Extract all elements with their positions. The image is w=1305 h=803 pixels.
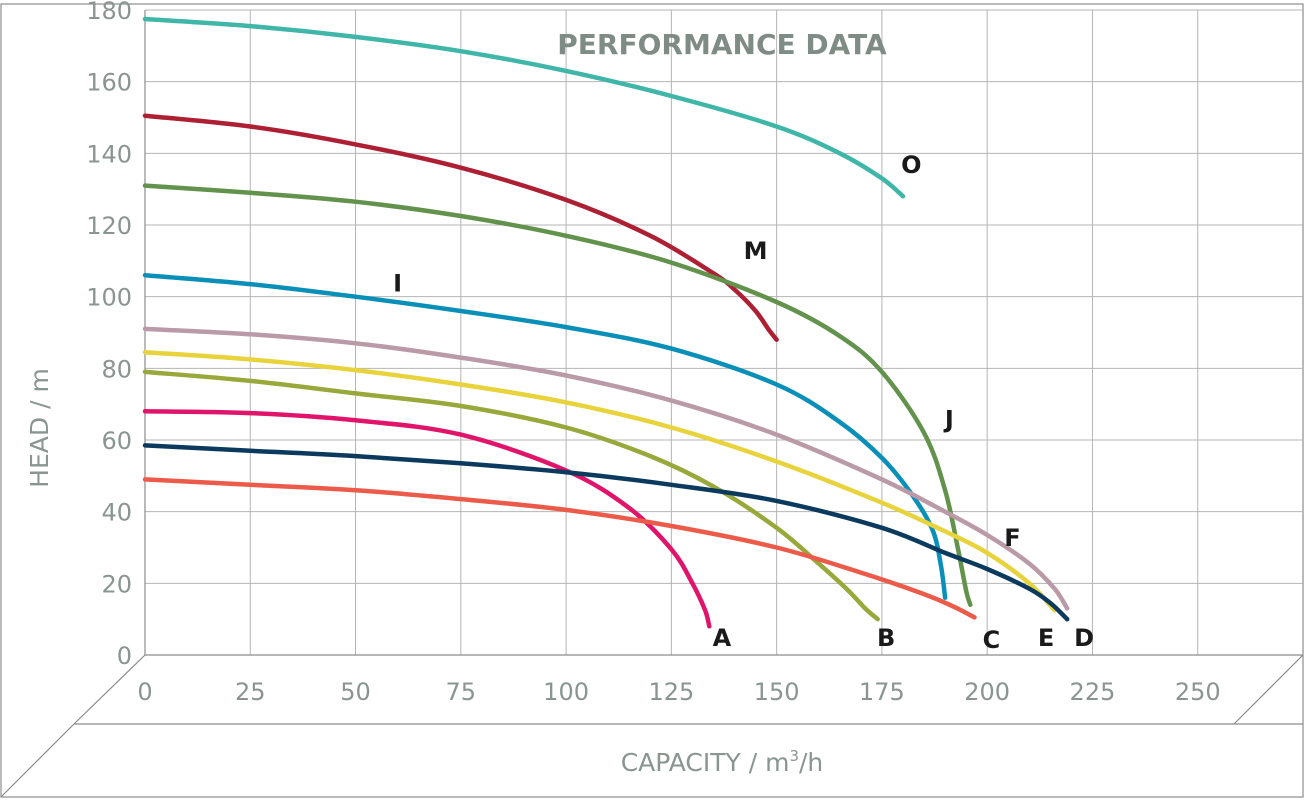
series-curve-D (142, 443, 1070, 622)
x-tick-label: 0 (137, 678, 152, 706)
y-tick-label: 120 (86, 212, 132, 240)
y-tick-label: 180 (86, 0, 132, 25)
corner-diagonal (0, 723, 75, 798)
series-label-I: I (393, 269, 402, 297)
y-tick-label: 0 (117, 642, 132, 670)
series-label-D: D (1074, 624, 1094, 652)
x-axis-title-tail: /h (799, 748, 823, 777)
x-tick-label: 200 (964, 678, 1010, 706)
chart-title: PERFORMANCE DATA (557, 28, 887, 61)
x-tick-label: 100 (543, 678, 589, 706)
y-tick-label: 60 (101, 427, 132, 455)
outer-frame (0, 3, 1304, 798)
y-axis-title: HEAD / m (25, 368, 54, 488)
x-tick-label: 50 (340, 678, 371, 706)
series-label-J: J (943, 406, 954, 434)
series-curve-I (142, 272, 948, 600)
x-axis-title: CAPACITY / m3/h (621, 747, 824, 777)
series-curve-M (142, 113, 779, 342)
series-curve-J (142, 183, 973, 608)
series-label-A: A (713, 624, 732, 652)
x-tick-label: 125 (648, 678, 694, 706)
series-curve-F (142, 326, 1070, 611)
series-label-M: M (744, 237, 768, 265)
y-tick-label: 40 (101, 499, 132, 527)
series-curve-C (142, 477, 977, 620)
x-tick-label: 25 (235, 678, 266, 706)
y-tick-label: 80 (101, 355, 132, 383)
tick-labels: 0 25 50 75 100 125 150 175 200 225 250 0 20 40 60 80 100… (86, 0, 1220, 706)
curves (142, 16, 1070, 629)
x-tick-label: 75 (446, 678, 477, 706)
series-curve-O (142, 16, 906, 199)
x-tick-label: 250 (1175, 678, 1221, 706)
y-tick-label: 20 (101, 570, 132, 598)
y-tick-label: 100 (86, 284, 132, 312)
series-label-B: B (877, 624, 895, 652)
series-labels: O M I J F A B C E D (393, 151, 1094, 654)
series-label-O: O (901, 151, 921, 179)
floor-diagonal-left (73, 654, 146, 725)
x-axis-title-sup: 3 (789, 747, 799, 765)
x-tick-label: 225 (1070, 678, 1116, 706)
series-label-F: F (1004, 524, 1020, 552)
floor-diagonal-right (1233, 654, 1304, 725)
series-curve-E (142, 349, 1057, 613)
series-curve-B (142, 369, 880, 622)
x-axis-title-main: CAPACITY / m (621, 748, 790, 777)
y-tick-label: 160 (86, 69, 132, 97)
grid (144, 9, 1303, 656)
series-label-E: E (1038, 624, 1054, 652)
x-tick-label: 175 (859, 678, 905, 706)
y-tick-label: 140 (86, 140, 132, 168)
series-label-C: C (983, 626, 1001, 654)
x-tick-label: 150 (754, 678, 800, 706)
